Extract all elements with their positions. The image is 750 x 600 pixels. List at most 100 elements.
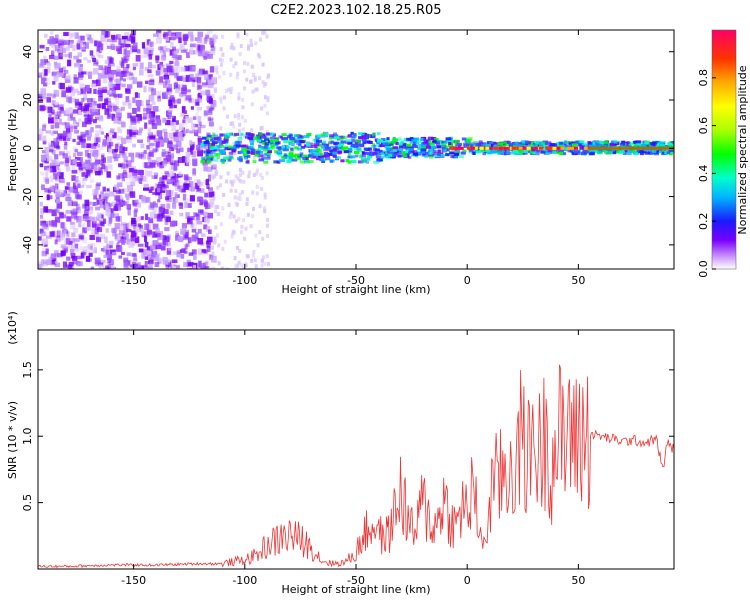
heatmap-cell [461, 149, 467, 153]
heatmap-cell [143, 150, 147, 155]
heatmap-cell [66, 132, 72, 139]
heatmap-cell [195, 144, 201, 151]
heatmap-cell [162, 239, 167, 246]
heatmap-cell [61, 267, 67, 269]
heatmap-cell [249, 38, 253, 43]
heatmap-cell [147, 157, 152, 164]
heatmap-cell [203, 224, 208, 230]
heatmap-cell [101, 30, 106, 36]
heatmap-cell [364, 133, 370, 137]
heatmap-cell [200, 90, 206, 96]
heatmap-cell [42, 135, 47, 142]
heatmap-cell [241, 147, 247, 151]
heatmap-cell [265, 223, 269, 228]
heatmap-cell [144, 162, 148, 169]
heatmap-cell [241, 127, 245, 132]
heatmap-cell [379, 155, 385, 159]
heatmap-cell [188, 252, 194, 256]
heatmap-cell [159, 177, 165, 184]
heatmap-cell [40, 88, 47, 95]
heatmap-cell [259, 126, 263, 131]
heatmap-cell [634, 152, 639, 156]
heatmap-cell [90, 109, 95, 116]
heatmap-cell [211, 175, 215, 180]
heatmap-cell [424, 154, 429, 158]
heatmap-cell [180, 112, 185, 117]
heatmap-cell [162, 256, 168, 262]
heatmap-cell [132, 129, 139, 135]
heatmap-cell [125, 39, 130, 44]
heatmap-cell [104, 59, 109, 65]
heatmap-cell [42, 123, 47, 128]
heatmap-cell [652, 149, 657, 153]
heatmap-cell [64, 79, 71, 84]
heatmap-cell [246, 132, 250, 136]
heatmap-cell [215, 70, 219, 75]
heatmap-cell [229, 188, 233, 193]
heatmap-cell [281, 133, 287, 137]
heatmap-cell [135, 99, 142, 107]
heatmap-cell [594, 150, 599, 154]
heatmap-cell [148, 142, 155, 146]
snr-x-tick-label: -150 [121, 574, 146, 587]
heatmap-cell [44, 59, 49, 63]
heatmap-cell [273, 160, 279, 164]
heatmap-cell [168, 140, 172, 144]
heatmap-cell [58, 67, 64, 73]
heatmap-cell [239, 134, 243, 139]
heatmap-cell [185, 118, 191, 122]
snr-y-ticks: 0.51.01.5 [21, 361, 674, 511]
heatmap-cell [189, 73, 194, 78]
heatmap-cell [571, 152, 578, 156]
heatmap-cell [192, 264, 196, 269]
heatmap-cell [71, 201, 78, 207]
heatmap-cell [117, 126, 121, 131]
heatmap-cell [158, 81, 163, 85]
heatmap-cell [95, 149, 100, 157]
heatmap-cell [339, 145, 343, 149]
heatmap-cell [47, 62, 52, 67]
heatmap-cell [216, 185, 220, 190]
heatmap-cell [207, 166, 213, 172]
heatmap-cell [126, 252, 132, 257]
heatmap-cell [68, 96, 72, 104]
heatmap-cell [179, 185, 184, 193]
heatmap-cell [162, 208, 169, 214]
heatmap-cell [375, 155, 382, 159]
heatmap-cell [435, 142, 440, 146]
heatmap-cell [263, 30, 267, 35]
heatmap-cell [254, 264, 258, 269]
heatmap-cell [541, 147, 547, 151]
heatmap-cell [83, 251, 87, 256]
heatmap-cell [234, 61, 238, 66]
heatmap-cell [83, 96, 87, 101]
heatmap-cell [259, 172, 263, 177]
heatmap-x-tick-label: -150 [121, 274, 146, 287]
heatmap-cell [236, 263, 240, 268]
heatmap-cell [62, 153, 68, 159]
heatmap-cell [152, 33, 159, 37]
heatmap-cell [430, 152, 435, 156]
heatmap-cell [150, 203, 155, 210]
heatmap-cell [59, 45, 63, 53]
heatmap-cell [113, 94, 118, 99]
heatmap-cell [86, 131, 92, 138]
heatmap-cell [377, 139, 383, 143]
heatmap-cell [515, 143, 522, 147]
heatmap-cell [64, 159, 69, 167]
heatmap-cell [208, 121, 214, 127]
heatmap-cell [140, 216, 144, 220]
heatmap-cell [213, 163, 217, 168]
heatmap-cell [513, 150, 519, 154]
heatmap-cell [108, 141, 114, 147]
heatmap-cell [132, 143, 136, 148]
heatmap-cell [93, 68, 99, 75]
heatmap-cell [133, 210, 138, 217]
heatmap-cell [205, 34, 210, 39]
heatmap-cell [132, 97, 136, 104]
heatmap-cell [102, 102, 106, 110]
heatmap-cell [649, 152, 654, 156]
heatmap-cell [214, 35, 218, 40]
heatmap-cell [486, 149, 491, 153]
heatmap-cell [116, 245, 121, 253]
